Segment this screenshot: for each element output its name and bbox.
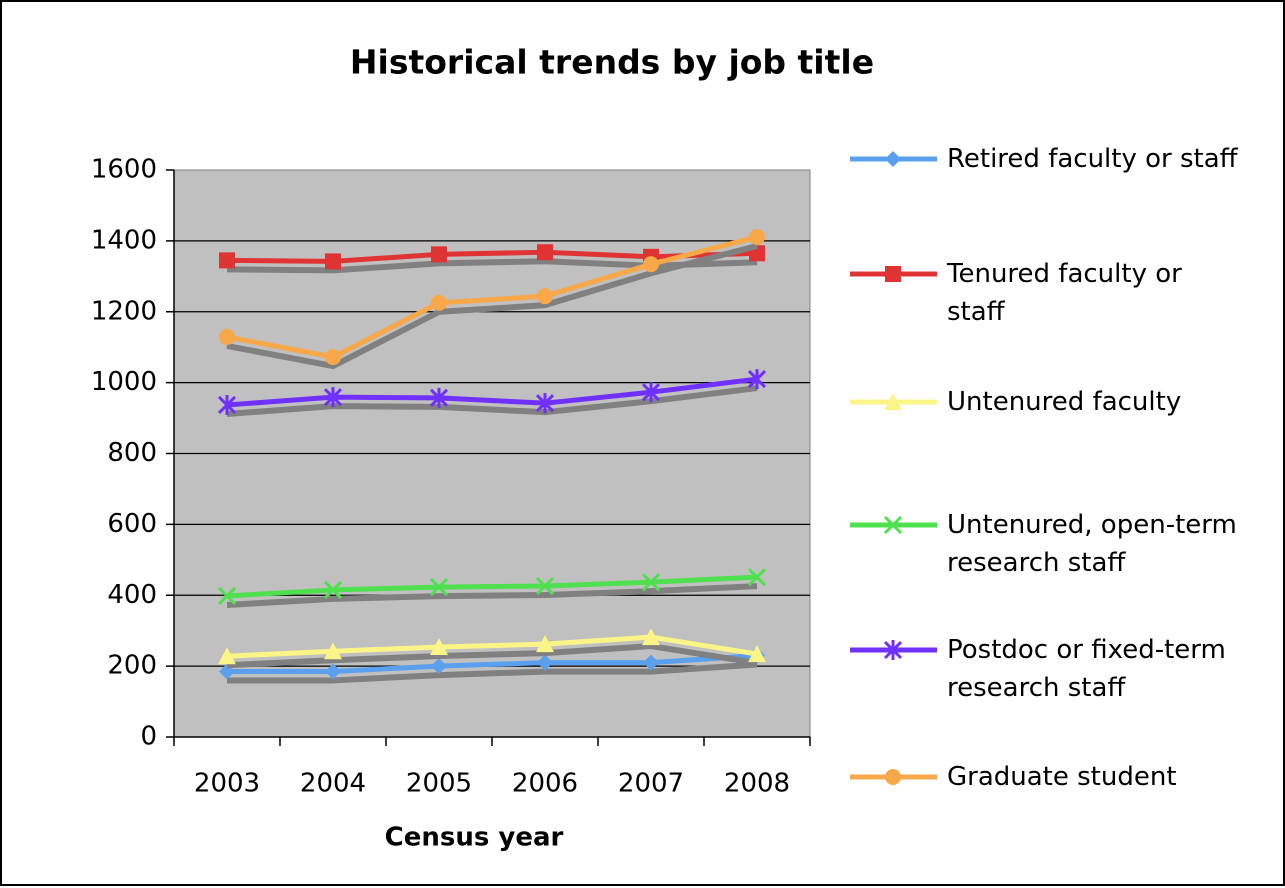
marker <box>323 387 343 408</box>
marker <box>219 252 235 269</box>
marker <box>218 647 236 665</box>
marker <box>643 256 659 273</box>
marker <box>749 228 765 245</box>
y-tick-label: 400 <box>107 580 157 610</box>
y-tick-label: 600 <box>107 509 157 539</box>
legend-label: Retired faculty or staff <box>947 144 1238 174</box>
x-tick-label: 2008 <box>724 769 790 799</box>
marker <box>643 654 659 671</box>
legend-label: Untenured, open-term research staff <box>947 510 1237 578</box>
marker <box>884 393 902 410</box>
series-line <box>226 234 758 360</box>
marker <box>747 568 767 587</box>
marker <box>324 642 342 660</box>
x-tick-label: 2003 <box>194 769 260 799</box>
marker <box>431 658 447 675</box>
marker <box>883 640 903 660</box>
x-tick-label: 2006 <box>512 769 578 799</box>
marker <box>429 578 449 597</box>
marker <box>885 151 901 167</box>
marker <box>431 246 447 263</box>
x-tick-label: 2007 <box>618 769 684 799</box>
marker <box>325 253 341 270</box>
marker <box>217 586 237 606</box>
line-shadow <box>226 258 758 274</box>
y-tick-label: 1000 <box>91 367 157 397</box>
marker <box>885 266 901 282</box>
line-shadow <box>227 661 758 684</box>
y-tick-label: 1200 <box>91 296 157 326</box>
marker <box>325 349 341 366</box>
line-shadow <box>226 583 758 608</box>
marker <box>325 663 341 680</box>
marker <box>217 394 237 415</box>
legend-label: Graduate student <box>947 762 1177 792</box>
series-line <box>226 376 758 408</box>
marker <box>641 382 661 403</box>
marker <box>537 654 553 671</box>
legend-label: Tenured faculty or staff <box>947 259 1182 327</box>
marker <box>883 515 903 535</box>
series-line <box>226 574 758 599</box>
marker <box>219 328 235 345</box>
marker <box>323 580 343 599</box>
marker <box>537 288 553 305</box>
legend-label: Untenured faculty <box>947 387 1182 417</box>
y-tick-label: 1600 <box>91 155 157 185</box>
marker <box>885 769 901 785</box>
marker <box>642 628 660 646</box>
marker <box>430 637 448 655</box>
y-tick-label: 800 <box>107 438 157 468</box>
marker <box>429 387 449 408</box>
line-shadow <box>226 643 758 669</box>
marker <box>748 645 766 663</box>
line-shadow <box>226 243 758 370</box>
y-tick-label: 200 <box>107 651 157 681</box>
marker <box>535 576 555 596</box>
y-tick-label: 1400 <box>91 225 157 255</box>
legend-label: Postdoc or fixed-term research staff <box>947 635 1226 703</box>
chart-title: Historical trends by job title <box>350 43 874 82</box>
marker <box>537 244 553 261</box>
marker <box>536 635 554 653</box>
x-axis-label: Census year <box>385 823 564 853</box>
marker <box>747 369 767 390</box>
marker <box>431 294 447 311</box>
series-line <box>227 652 758 674</box>
x-tick-label: 2005 <box>406 769 472 799</box>
y-tick-label: 0 <box>140 722 157 752</box>
marker <box>641 573 661 592</box>
series-line <box>226 249 758 264</box>
series-line <box>226 634 758 659</box>
marker <box>535 393 555 414</box>
line-shadow <box>226 385 758 417</box>
x-tick-label: 2004 <box>300 769 366 799</box>
